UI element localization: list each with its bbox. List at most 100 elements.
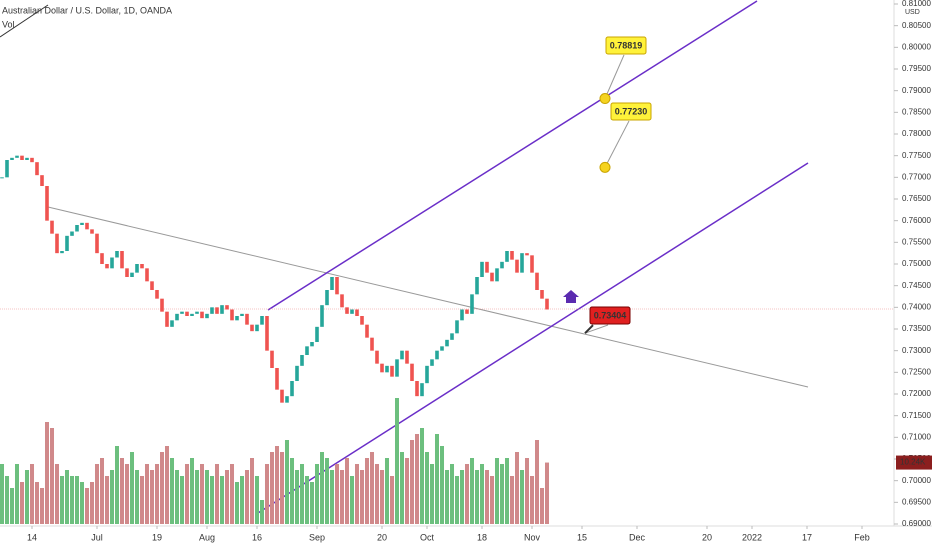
- x-tick-label: 18: [477, 532, 487, 542]
- candle: [290, 381, 294, 397]
- callout-line: [604, 120, 630, 168]
- volume-bar: [540, 488, 544, 524]
- volume-bar: [415, 434, 419, 524]
- y-tick-label: 0.73000: [902, 346, 931, 355]
- candle: [115, 251, 119, 258]
- volume-bar: [525, 458, 529, 524]
- volume-bar: [230, 464, 234, 524]
- volume-bar: [375, 464, 379, 524]
- candle: [130, 272, 134, 277]
- candle: [475, 277, 479, 295]
- candle: [380, 363, 384, 373]
- x-tick-label: Oct: [420, 532, 435, 542]
- volume-bar: [450, 464, 454, 524]
- candle: [340, 294, 344, 308]
- candle: [335, 277, 339, 295]
- candle: [245, 313, 249, 325]
- volume-bar: [185, 464, 189, 524]
- candle: [495, 268, 499, 282]
- candle: [405, 350, 409, 364]
- volume-bar: [320, 452, 324, 524]
- candle: [215, 307, 219, 314]
- y-tick-label: 0.76500: [902, 194, 931, 203]
- volume-bar: [115, 446, 119, 524]
- y-tick-label: 0.76000: [902, 216, 931, 225]
- volume-bar: [350, 476, 354, 524]
- channel-upper: [267, 0, 758, 311]
- candle: [70, 231, 74, 236]
- volume-bar: [180, 476, 184, 524]
- x-tick-label: Aug: [199, 532, 215, 542]
- candle: [120, 251, 124, 269]
- volume-bar: [495, 458, 499, 524]
- candle: [235, 316, 239, 321]
- candle: [205, 313, 209, 319]
- callout-point: [599, 161, 611, 173]
- candle: [220, 305, 224, 314]
- volume-bar: [5, 476, 9, 524]
- volume-title: Vol: [2, 19, 15, 29]
- candle: [255, 324, 259, 332]
- x-tick-label: Dec: [629, 532, 646, 542]
- volume-bar: [455, 476, 459, 524]
- volume-bar: [125, 464, 129, 524]
- symbol-title: Australian Dollar / U.S. Dollar, 1D, OAN…: [2, 5, 172, 15]
- volume-bar: [520, 470, 524, 524]
- y-tick-label: 0.73500: [902, 324, 931, 333]
- candle: [355, 309, 359, 316]
- candle: [505, 251, 509, 262]
- y-tick-label: 0.80500: [902, 21, 931, 30]
- candle: [440, 346, 444, 351]
- candle: [85, 222, 89, 230]
- candle: [60, 251, 64, 254]
- volume-bar: [0, 464, 4, 524]
- callout-point: [584, 324, 594, 334]
- volume-bar: [15, 464, 19, 524]
- volume-bar: [275, 446, 279, 524]
- volume-bar: [530, 476, 534, 524]
- candle: [265, 316, 269, 351]
- volume-bar: [305, 476, 309, 524]
- volume-bar: [500, 464, 504, 524]
- volume-bar: [480, 464, 484, 524]
- candle: [250, 324, 254, 332]
- candle: [285, 396, 289, 403]
- y-tick-label: 0.77000: [902, 172, 931, 181]
- callout-box: [589, 306, 631, 325]
- volume-bar: [225, 470, 229, 524]
- volume-bar: [445, 470, 449, 524]
- volume-bar: [70, 476, 74, 524]
- candle: [350, 309, 354, 314]
- candle: [230, 309, 234, 321]
- candle: [15, 155, 19, 158]
- volume-bar: [45, 422, 49, 524]
- volume-bar: [245, 470, 249, 524]
- candle: [520, 253, 524, 273]
- candle: [160, 298, 164, 312]
- volume-badge: [896, 455, 932, 470]
- volume-bar: [300, 464, 304, 524]
- volume-bar: [380, 470, 384, 524]
- volume-bar: [505, 458, 509, 524]
- candle: [210, 307, 214, 314]
- candle: [100, 253, 104, 264]
- volume-bar: [20, 482, 24, 524]
- volume-bar: [330, 470, 334, 524]
- candle: [260, 316, 264, 325]
- volume-bar: [65, 470, 69, 524]
- candle: [140, 264, 144, 269]
- volume-bar: [90, 482, 94, 524]
- volume-bar: [405, 458, 409, 524]
- volume-label: 10.24K: [900, 458, 926, 467]
- volume-bar: [390, 476, 394, 524]
- candle: [310, 342, 314, 347]
- volume-bar: [475, 470, 479, 524]
- candle: [305, 346, 309, 355]
- y-tick-label: 0.74500: [902, 281, 931, 290]
- volume-bar: [255, 476, 259, 524]
- candle: [175, 313, 179, 321]
- candle: [465, 309, 469, 314]
- callout-label: 0.78819: [610, 40, 643, 50]
- candle: [270, 350, 274, 368]
